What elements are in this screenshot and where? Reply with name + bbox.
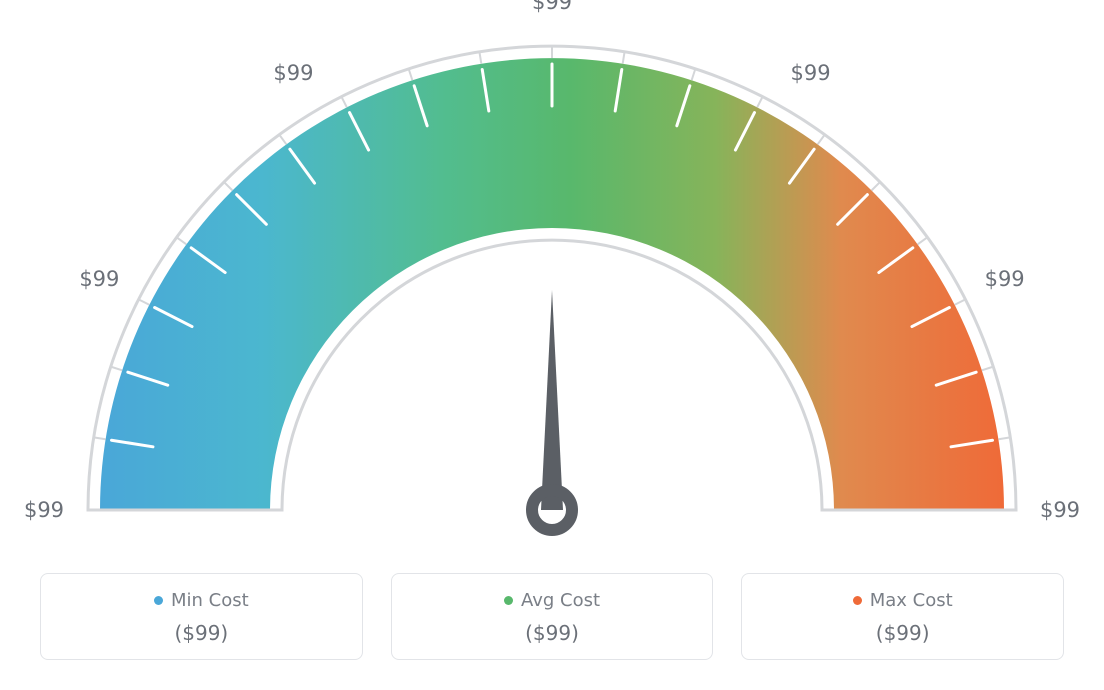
legend-dot-icon	[504, 596, 513, 605]
gauge-label: $99	[985, 267, 1025, 291]
gauge-label: $99	[532, 0, 572, 14]
gauge-label: $99	[791, 61, 831, 85]
gauge-label: $99	[79, 267, 119, 291]
legend-dot-icon	[853, 596, 862, 605]
legend-dot-icon	[154, 596, 163, 605]
legend-title: Avg Cost	[504, 590, 600, 611]
legend-title: Max Cost	[853, 590, 953, 611]
legend-title-text: Max Cost	[870, 590, 953, 611]
legend-card-max: Max Cost ($99)	[741, 573, 1064, 660]
legend-card-min: Min Cost ($99)	[40, 573, 363, 660]
legend-card-avg: Avg Cost ($99)	[391, 573, 714, 660]
legend-title-text: Avg Cost	[521, 590, 600, 611]
gauge-label: $99	[24, 498, 64, 522]
legend-value: ($99)	[51, 621, 352, 645]
gauge-needle	[541, 290, 563, 510]
legend-value: ($99)	[752, 621, 1053, 645]
gauge-label: $99	[1040, 498, 1080, 522]
cost-gauge-chart: Min Cost($99)Avg Cost($99)Max Cost($99) …	[0, 0, 1104, 690]
legend-value: ($99)	[402, 621, 703, 645]
legend-title: Min Cost	[154, 590, 249, 611]
legend-row: Min Cost ($99) Avg Cost ($99) Max Cost ($99)	[40, 573, 1064, 660]
legend-title-text: Min Cost	[171, 590, 249, 611]
gauge-label: $99	[273, 61, 313, 85]
gauge-svg	[0, 0, 1104, 560]
